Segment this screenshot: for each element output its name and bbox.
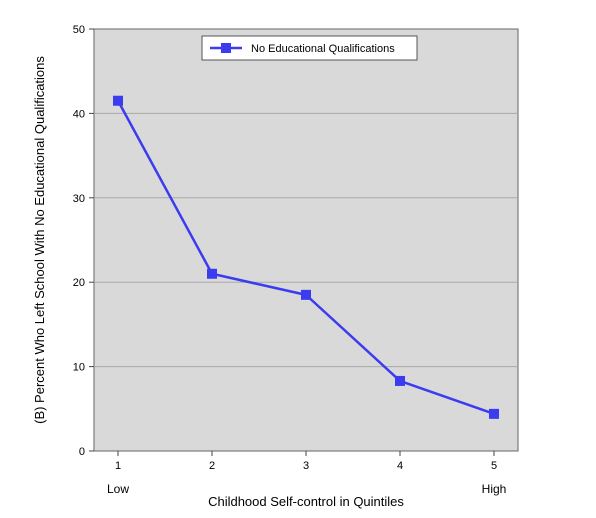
y-tick-label: 50: [73, 24, 85, 36]
x-tick-label: 4: [397, 460, 403, 472]
data-point-marker: [113, 95, 123, 106]
gridlines: [94, 112, 518, 368]
x-tick-label: 2: [209, 460, 215, 472]
x-tick-label: 3: [303, 460, 309, 472]
data-point-marker: [301, 289, 311, 300]
legend-marker-square: [221, 43, 231, 53]
legend-label: No Educational Qualifications: [251, 43, 395, 55]
x-tick-label: 5: [491, 460, 497, 472]
data-point-marker: [489, 408, 499, 419]
x-end-label-high: High: [482, 482, 507, 496]
y-axis-ticks: 0 10 20 30 40 50: [73, 24, 94, 458]
x-axis-ticks: 1 2 3 4 5: [115, 451, 497, 472]
y-tick-label: 0: [79, 446, 85, 458]
legend: No Educational Qualifications: [201, 35, 418, 61]
data-point-marker: [395, 375, 405, 386]
data-series: [113, 95, 499, 419]
x-end-label-low: Low: [107, 482, 129, 496]
y-axis-title: (B) Percent Who Left School With No Educ…: [32, 56, 47, 424]
x-axis-title: Childhood Self-control in Quintiles: [208, 494, 404, 509]
x-tick-label: 1: [115, 460, 121, 472]
y-tick-label: 20: [73, 277, 85, 289]
y-tick-label: 40: [73, 108, 85, 120]
data-point-marker: [207, 268, 217, 279]
y-tick-label: 10: [73, 362, 85, 374]
plot-area: [93, 28, 519, 452]
y-tick-label: 30: [73, 193, 85, 205]
